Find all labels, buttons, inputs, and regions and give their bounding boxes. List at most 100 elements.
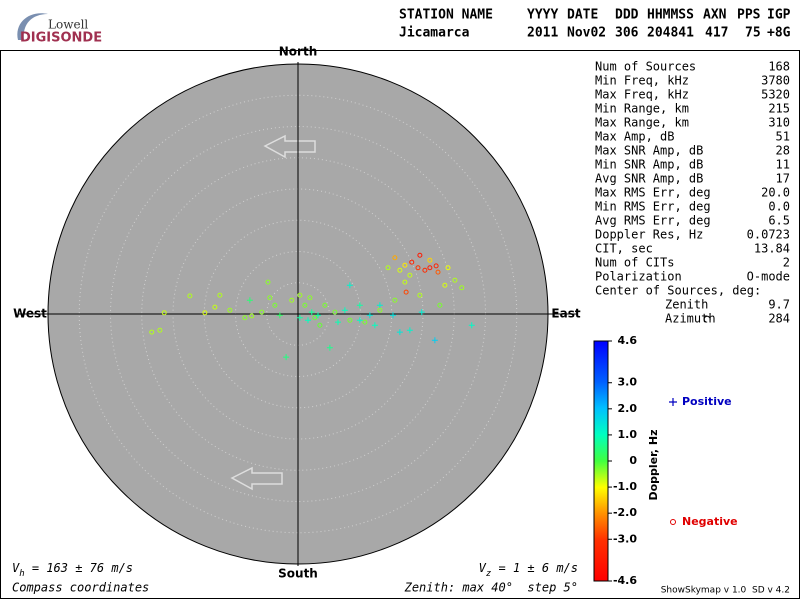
source-point [347,317,353,323]
source-point [431,337,438,344]
colorbar [593,340,609,582]
colorbar-tick-label: 3.0 [618,376,638,389]
source-point [249,313,255,319]
stat-label: Max RMS Err, deg [595,186,711,200]
azimuth-icon [703,315,711,323]
source-point [362,319,368,325]
source-point [396,329,403,336]
stat-value: 17 [776,172,790,186]
stat-label: Min SNR Amp, dB [595,158,703,172]
header-value: Nov02 [567,26,606,41]
header-value: 204841 [647,26,694,41]
source-point [227,307,233,313]
stat-value: 11 [776,158,790,172]
source-point [308,309,315,316]
velocity-text: = 163 ± 76 m/s [25,561,133,575]
source-point [406,327,413,334]
source-point [445,265,451,271]
header-value: +8G [767,26,791,41]
stat-section: Center of Sources, deg: [595,284,761,298]
header-label: IGP [767,8,791,23]
stat-value: 51 [776,130,790,144]
source-point [289,297,295,303]
source-point [392,297,398,303]
source-point [317,322,323,328]
source-point [427,257,433,263]
stat-label: Max Range, km [595,116,689,130]
stat-value: 28 [776,144,790,158]
source-point [403,289,409,295]
source-point [415,265,421,271]
header-label: DDD [615,8,639,23]
legend-label: Negative [682,515,738,528]
source-point [267,295,273,301]
source-point [402,279,408,285]
source-point [402,262,408,268]
stat-label: Polarization [595,270,682,284]
stat-value: 215 [768,102,790,116]
velocity-text: = 1 ± 6 m/s [491,561,578,575]
stat-label: Min Range, km [595,102,689,116]
header-label: STATION NAME [399,8,493,23]
source-point [296,314,303,321]
zenith-label: Zenith: max 40° step 5° [404,581,578,595]
stat-value: 0.0723 [747,228,790,242]
coordinates-label: Compass coordinates [12,581,149,595]
source-point [276,312,283,319]
colorbar-tick-label: -1.0 [613,480,637,493]
source-point [377,307,383,313]
source-point [392,255,398,261]
source-point [366,312,373,319]
source-point [397,267,403,273]
source-point [302,302,308,308]
stat-label: Min RMS Err, deg [595,200,711,214]
logo-swoosh [17,13,48,40]
stat-label: Azimuth [665,312,716,326]
colorbar-tick-label: 4.6 [618,334,638,347]
header-label: YYYY [527,8,558,23]
source-point [265,279,271,285]
stat-label: Num of CITs [595,256,674,270]
source-point [442,282,448,288]
colorbar-title: Doppler, Hz [647,429,660,500]
source-point [161,310,167,316]
stat-label: Zenith [665,298,708,312]
source-point [315,312,321,319]
stat-value: 168 [768,60,790,74]
velocity-symbol: V [12,561,20,575]
direction-label: East [551,307,580,321]
stat-label: CIT, sec [595,242,653,256]
stat-label: Max SNR Amp, dB [595,144,703,158]
velocity-label: Vz = 1 ± 6 m/s [479,561,578,579]
source-point [335,319,341,326]
source-point [322,302,328,308]
stat-value: 9.7 [768,298,790,312]
source-point [341,307,348,314]
source-point [326,344,333,351]
stat-value: 5320 [761,88,790,102]
source-point [217,292,223,298]
velocity-label: Vh = 163 ± 76 m/s [12,561,133,579]
header-value: Jicamarca [399,26,470,41]
source-point [459,285,465,291]
source-point [422,267,428,273]
source-point [452,277,458,283]
footer: ShowSkymap v 1.0 SD v 4.2 [661,586,790,596]
stat-label: Doppler Res, Hz [595,228,703,242]
source-point [356,317,363,324]
source-point [202,310,208,316]
source-point [468,322,475,329]
stat-label: Max Freq, kHz [595,88,689,102]
source-point [272,302,278,308]
source-point [259,309,265,315]
rotation-arrow [230,466,283,491]
source-point [305,317,311,324]
source-point [312,315,318,321]
source-point [407,272,413,278]
source-point [332,309,338,315]
source-point [390,312,396,319]
stat-label: Avg SNR Amp, dB [595,172,703,186]
source-point [307,295,313,301]
